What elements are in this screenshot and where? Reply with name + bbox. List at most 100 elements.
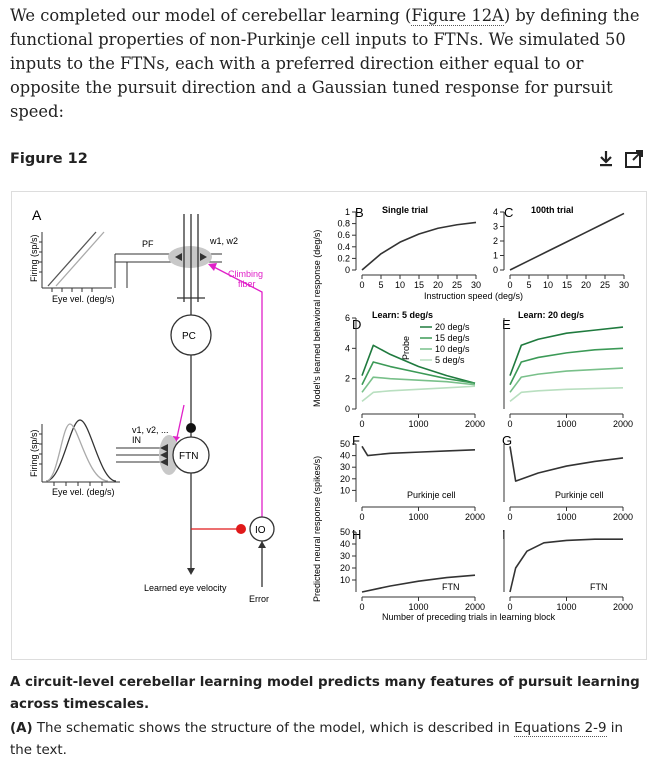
- panel-g-letter: G: [502, 433, 512, 448]
- io-label: IO: [255, 525, 266, 536]
- figure-frame[interactable]: A Firing (sp/s) Eye vel. (deg/s) PF w1, …: [11, 191, 647, 660]
- tuning-line-dark: [47, 231, 97, 287]
- panel-f-y-tick-label: 50: [340, 439, 350, 449]
- panel-b-y-tick-label: 0.8: [337, 219, 350, 229]
- figure-caption: A circuit-level cerebellar learning mode…: [10, 672, 646, 762]
- panel-g-label: Purkinje cell: [555, 490, 604, 500]
- panel-e-x-tick-label: 0: [507, 419, 512, 429]
- panel-h-label: FTN: [442, 582, 460, 592]
- panel-c-x-tick-label: 20: [581, 280, 591, 290]
- download-icon[interactable]: [596, 149, 616, 169]
- gaussian-light: [45, 423, 109, 482]
- probe-label: Probe: [401, 336, 411, 360]
- panel-f-letter: F: [352, 433, 360, 448]
- panel-d-series-line: [361, 344, 476, 384]
- panel-c-x-tick-label: 0: [507, 280, 512, 290]
- climbing-label-1: Climbing: [228, 269, 263, 279]
- panel-d-x-tick-label: 2000: [465, 419, 485, 429]
- legend: 20 deg/s 15 deg/s 10 deg/s 5 deg/s: [420, 322, 470, 365]
- panel-c-x-tick-label: 15: [562, 280, 572, 290]
- panel-b-letter: B: [355, 205, 364, 220]
- panel-d-y-tick-label: 2: [345, 374, 350, 384]
- panel-f-y-tick-label: 30: [340, 462, 350, 472]
- panel-f-x-tick-label: 1000: [408, 512, 428, 522]
- open-external-icon[interactable]: [624, 149, 644, 169]
- legend-label-0: 20 deg/s: [435, 322, 470, 332]
- learned-label: Learned eye velocity: [144, 583, 227, 593]
- eye-vel-top-label: Eye vel. (deg/s): [52, 294, 115, 304]
- panel-d-title: Learn: 5 deg/s: [372, 310, 433, 320]
- panel-h-letter: H: [352, 527, 361, 542]
- panel-d-letter: D: [352, 317, 361, 332]
- mini-ticks: [39, 241, 93, 292]
- caption-para-before: The schematic shows the structure of the…: [32, 721, 515, 736]
- w-label: w1, w2: [209, 236, 238, 246]
- panel-c-x-tick-label: 5: [526, 280, 531, 290]
- legend-label-2: 10 deg/s: [435, 344, 470, 354]
- instruction-xlabel: Instruction speed (deg/s): [424, 291, 523, 301]
- panel-c-x-tick-label: 30: [619, 280, 629, 290]
- panel-h-y-tick-label: 40: [340, 539, 350, 549]
- panel-b-x-tick-label: 15: [414, 280, 424, 290]
- figure-svg: A Firing (sp/s) Eye vel. (deg/s) PF w1, …: [29, 205, 633, 622]
- panel-d-x-tick-label: 1000: [408, 419, 428, 429]
- panel-f-x-tick-label: 2000: [465, 512, 485, 522]
- panel-e-title: Learn: 20 deg/s: [518, 310, 584, 320]
- panel-g-series-line: [509, 446, 624, 482]
- panel-d-x-tick-label: 0: [359, 419, 364, 429]
- panel-i-series-line: [509, 538, 623, 593]
- neural-ylabel: Predicted neural response (spikes/s): [312, 456, 322, 602]
- panel-b-x-tick-label: 0: [359, 280, 364, 290]
- panel-f-y-tick-label: 20: [340, 474, 350, 484]
- panel-b-x-tick-label: 25: [452, 280, 462, 290]
- error-label: Error: [249, 594, 269, 604]
- tuning-line-light: [55, 231, 105, 287]
- panel-c-y-tick-label: 0: [493, 265, 498, 275]
- in-label: IN: [132, 435, 141, 445]
- panel-h-x-tick-label: 2000: [465, 602, 485, 612]
- panel-f-y-tick-label: 40: [340, 451, 350, 461]
- panel-i-x-tick-label: 2000: [613, 602, 633, 612]
- panel-h-y-tick-label: 20: [340, 563, 350, 573]
- panel-e-series-line: [509, 386, 624, 403]
- panel-h-x-tick-label: 0: [359, 602, 364, 612]
- panel-c-y-tick-label: 1: [493, 251, 498, 261]
- panel-i-x-tick-label: 0: [507, 602, 512, 612]
- panel-b-x-tick-label: 5: [378, 280, 383, 290]
- figure-label: Figure 12: [10, 151, 88, 167]
- panel-f-series-line: [361, 445, 476, 457]
- firing-label-bottom: Firing (sp/s): [29, 429, 39, 477]
- panel-g-x-tick-label: 1000: [556, 512, 576, 522]
- pc-inhibitory-terminal: [186, 423, 196, 433]
- panel-b-y-tick-label: 0.4: [337, 242, 350, 252]
- panel-d-y-tick-label: 0: [345, 404, 350, 414]
- panel-e-x-tick-label: 1000: [556, 419, 576, 429]
- figure-12a-link[interactable]: Figure 12A: [411, 6, 504, 26]
- panel-b-x-tick-label: 10: [395, 280, 405, 290]
- v-label: v1, v2, ...: [132, 425, 169, 435]
- panel-b-x-tick-label: 30: [471, 280, 481, 290]
- panel-c-x-tick-label: 10: [543, 280, 553, 290]
- panel-b-title: Single trial: [382, 205, 428, 215]
- legend-label-1: 15 deg/s: [435, 333, 470, 343]
- figure-header: Figure 12: [10, 149, 646, 173]
- panel-b-series-line: [361, 221, 477, 271]
- panel-e-series-line: [509, 347, 624, 386]
- panel-h-series-line: [361, 574, 476, 593]
- panel-h-y-tick-label: 30: [340, 551, 350, 561]
- panel-c-letter: C: [504, 205, 513, 220]
- panel-f-label: Purkinje cell: [407, 490, 456, 500]
- panel-h-y-tick-label: 10: [340, 575, 350, 585]
- equations-link[interactable]: Equations 2-9: [514, 721, 607, 737]
- synapse-highlight-in: [159, 435, 179, 475]
- panel-i-x-tick-label: 1000: [556, 602, 576, 612]
- panel-d-series-line: [361, 385, 476, 403]
- panel-i-label: FTN: [590, 582, 608, 592]
- panel-f-y-tick-label: 10: [340, 485, 350, 495]
- firing-label-top: Firing (sp/s): [29, 234, 39, 282]
- climbing-fiber-line: [211, 265, 263, 527]
- panel-e-series-line: [509, 326, 624, 376]
- panel-g-x-tick-label: 2000: [613, 512, 633, 522]
- synapse-highlight-pf: [168, 246, 212, 268]
